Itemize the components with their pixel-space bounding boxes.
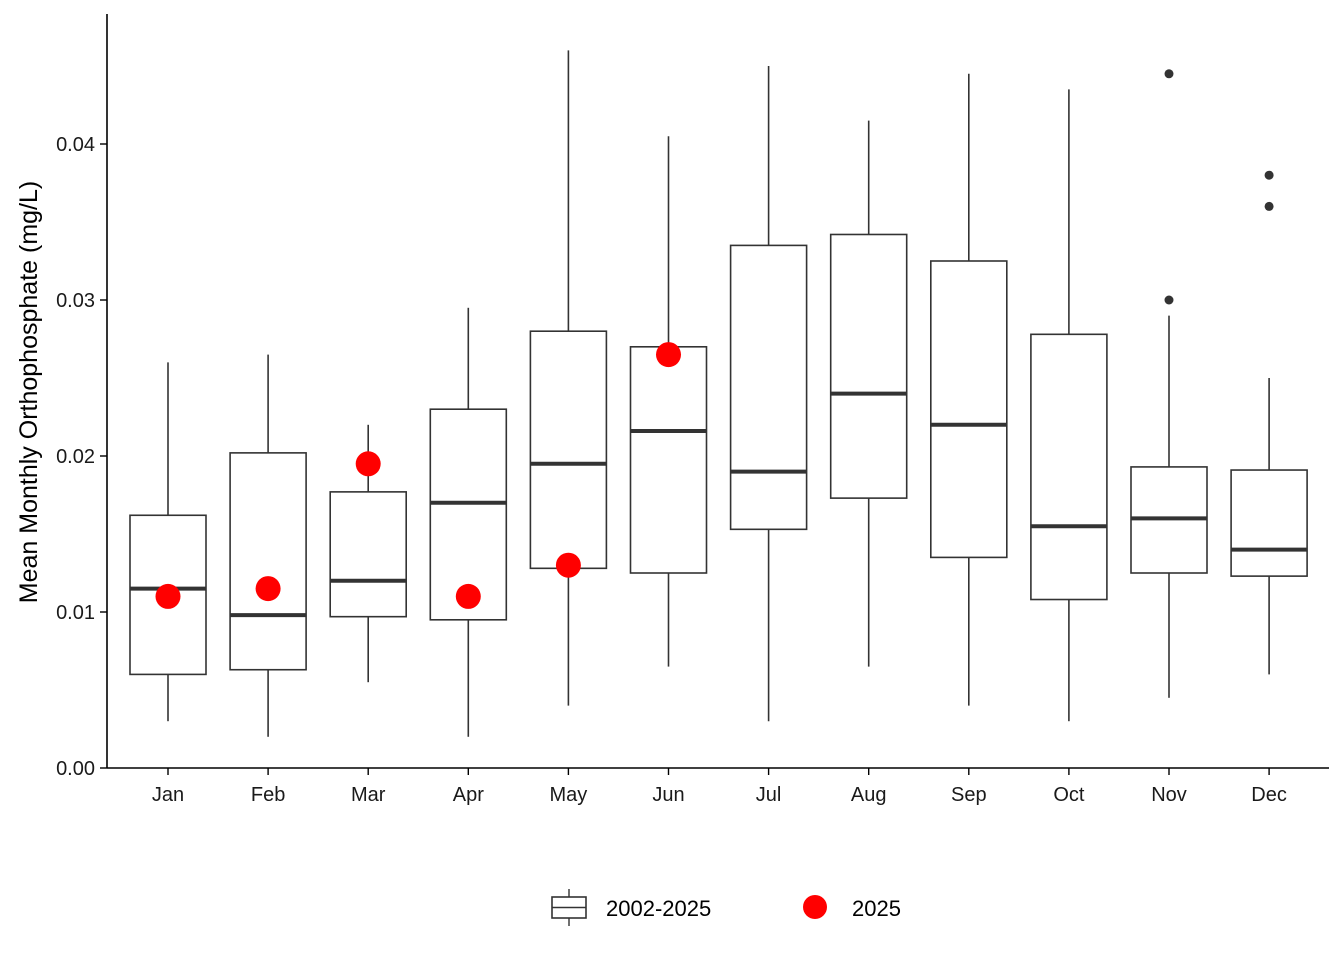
box-body	[829, 233, 908, 499]
y-axis: 0.00 0.01 0.02 0.03 0.04	[56, 14, 108, 780]
box-body	[1030, 333, 1108, 601]
point-2025-jan	[155, 583, 181, 609]
box-nov	[1130, 69, 1208, 698]
box-feb	[229, 354, 307, 737]
x-tick-label: Jul	[756, 784, 782, 806]
box-body	[929, 260, 1008, 559]
box-body	[1230, 469, 1308, 577]
y-tick-label: 0.02	[56, 446, 95, 468]
x-tick-label: Oct	[1053, 784, 1085, 806]
x-tick-label: Dec	[1251, 784, 1287, 806]
x-tick-label: Nov	[1151, 784, 1187, 806]
y-ticks: 0.00 0.01 0.02 0.03 0.04	[56, 134, 107, 780]
outlier-point	[1164, 295, 1174, 305]
x-tick-label: Mar	[351, 784, 386, 806]
x-tick-label: Feb	[251, 784, 285, 806]
points-layer	[155, 342, 681, 609]
x-tick-label: Jan	[152, 784, 184, 806]
box-jun	[629, 136, 708, 667]
point-2025-feb	[255, 576, 281, 602]
x-tick-label: Aug	[851, 784, 887, 806]
box-jul	[729, 66, 808, 722]
outlier-point	[1264, 201, 1274, 211]
y-tick-label: 0.01	[56, 602, 95, 624]
box-dec	[1230, 170, 1308, 675]
x-ticks: Jan Feb Mar Apr May Jun Jul Aug Sep Oct Nov Dec	[152, 768, 1287, 806]
point-2025-jun	[656, 342, 681, 368]
y-tick-label: 0.04	[56, 134, 95, 156]
y-tick-label: 0.00	[56, 758, 95, 780]
outlier-point	[1264, 170, 1274, 180]
box-oct	[1030, 89, 1108, 722]
point-2025-apr	[455, 583, 481, 609]
legend-point-key	[803, 895, 827, 919]
x-tick-label: Sep	[951, 784, 987, 806]
x-tick-label: Apr	[453, 784, 484, 806]
point-2025-mar	[355, 451, 381, 477]
y-tick-label: 0.03	[56, 290, 95, 312]
y-axis-title: Mean Monthly Orthophosphate (mg/L)	[15, 181, 43, 603]
box-body	[229, 452, 307, 671]
box-aug	[829, 120, 908, 667]
box-body	[529, 330, 608, 570]
box-body	[629, 345, 708, 574]
box-body	[729, 244, 808, 531]
box-mar	[329, 424, 408, 683]
legend-label-current: 2025	[852, 896, 901, 921]
box-jan	[129, 362, 207, 722]
box-sep	[929, 73, 1008, 706]
x-tick-label: May	[550, 784, 588, 806]
x-tick-label: Jun	[652, 784, 684, 806]
outlier-point	[1164, 69, 1174, 79]
legend: 2002-2025 2025	[551, 889, 901, 926]
legend-box-key	[551, 889, 587, 926]
box-apr	[429, 307, 508, 737]
x-axis: Jan Feb Mar Apr May Jun Jul Aug Sep Oct Nov Dec	[107, 767, 1329, 806]
box-body	[329, 491, 408, 618]
boxes-layer	[129, 50, 1308, 737]
plot-area	[129, 50, 1308, 737]
point-2025-may	[555, 552, 581, 578]
legend-label-historical: 2002-2025	[606, 896, 711, 921]
box-may	[529, 50, 608, 706]
